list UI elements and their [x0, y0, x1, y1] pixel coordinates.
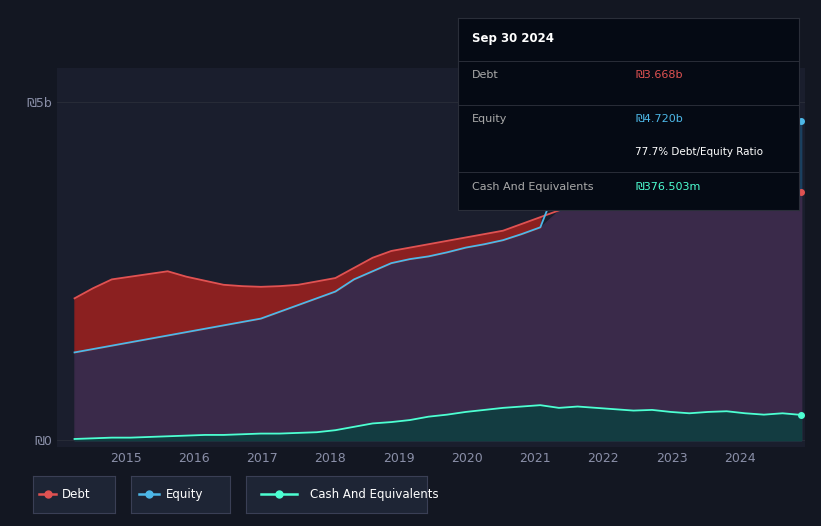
- Text: ₪3.668b: ₪3.668b: [635, 70, 683, 80]
- Text: 77.7% Debt/Equity Ratio: 77.7% Debt/Equity Ratio: [635, 147, 764, 157]
- Text: ₪376.503m: ₪376.503m: [635, 181, 700, 191]
- Text: Debt: Debt: [62, 488, 90, 501]
- Text: Cash And Equivalents: Cash And Equivalents: [310, 488, 438, 501]
- Text: Equity: Equity: [472, 115, 507, 125]
- Text: Debt: Debt: [472, 70, 498, 80]
- Text: Equity: Equity: [166, 488, 204, 501]
- Text: ₪4.720b: ₪4.720b: [635, 115, 683, 125]
- Text: Cash And Equivalents: Cash And Equivalents: [472, 181, 594, 191]
- Text: Sep 30 2024: Sep 30 2024: [472, 32, 553, 45]
